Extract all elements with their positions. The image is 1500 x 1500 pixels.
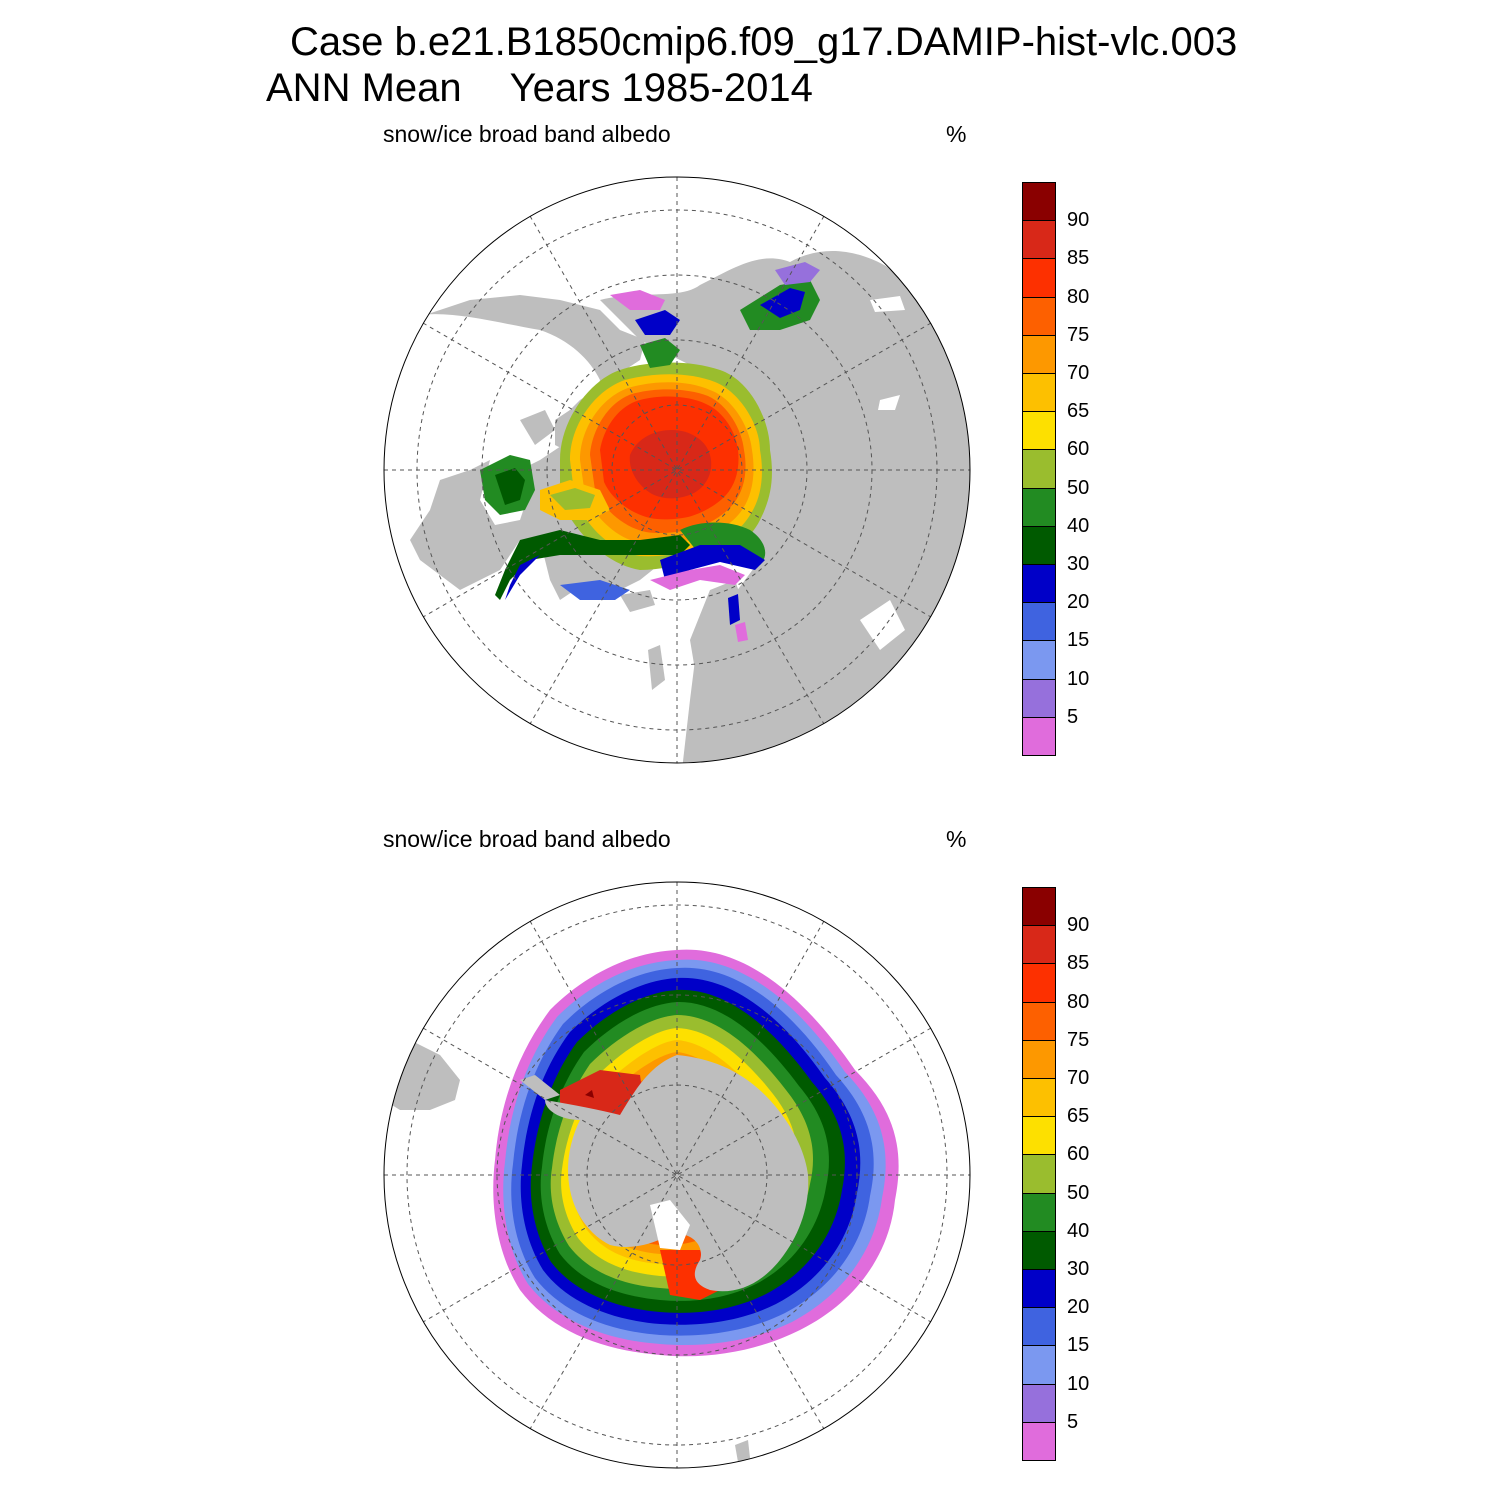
north-panel-units-label: %	[946, 121, 967, 147]
south-graticule	[384, 882, 970, 1468]
north-colorbar-tick-label: 50	[1067, 476, 1090, 499]
south-colorbar-swatch	[1022, 887, 1056, 927]
north-colorbar-swatch	[1022, 373, 1056, 413]
north-colorbar-tick-label: 5	[1067, 705, 1079, 728]
south-colorbar-swatch	[1022, 925, 1056, 965]
south-colorbar-swatch	[1022, 1001, 1056, 1041]
south-panel-variable-label: snow/ice broad band albedo	[383, 826, 671, 852]
south-map-border	[383, 881, 971, 1469]
north-colorbar-tick-label: 30	[1067, 553, 1090, 575]
north-colorbar-tick-label: 10	[1067, 667, 1090, 690]
south-colorbar-tick-label: 50	[1067, 1181, 1090, 1204]
north-colorbar-tick-label: 15	[1067, 629, 1090, 652]
north-colorbar-tick-label: 40	[1067, 514, 1090, 537]
north-colorbar-swatch	[1022, 678, 1056, 718]
south-panel-units-label: %	[946, 826, 967, 852]
north-colorbar-tick-label: 20	[1067, 591, 1090, 614]
north-colorbar-swatch	[1022, 487, 1056, 527]
south-colorbar-swatch	[1022, 1230, 1056, 1270]
south-colorbar-tick-label: 20	[1067, 1296, 1090, 1319]
north-graticule	[384, 177, 970, 763]
south-colorbar-tick-label: 65	[1067, 1105, 1090, 1128]
plot-title-case: Case b.e21.B1850cmip6.f09_g17.DAMIP-hist…	[290, 20, 1238, 64]
north-colorbar-tick-label: 70	[1067, 362, 1090, 384]
north-colorbar-swatch	[1022, 602, 1056, 642]
south-colorbar-swatch	[1022, 1154, 1056, 1194]
north-colorbar-tick-label: 80	[1067, 285, 1090, 308]
north-sea-ice-field	[480, 262, 820, 642]
south-colorbar-tick-label: 60	[1067, 1143, 1090, 1166]
north-colorbar-tick-label: 75	[1067, 323, 1090, 346]
season-label: ANN Mean	[266, 66, 462, 110]
north-colorbar-swatch	[1022, 716, 1056, 756]
plot-title-period: ANN Mean Years 1985-2014	[266, 68, 813, 108]
south-colorbar-swatch	[1022, 963, 1056, 1003]
south-colorbar-swatch	[1022, 1269, 1056, 1309]
north-colorbar-tick-label: 65	[1067, 400, 1090, 423]
north-panel-variable-label: snow/ice broad band albedo	[383, 121, 671, 147]
south-colorbar-tick-label: 30	[1067, 1258, 1090, 1280]
south-colorbar-swatch	[1022, 1421, 1056, 1461]
south-colorbar-tick-label: 85	[1067, 952, 1090, 975]
south-island	[735, 1440, 750, 1462]
north-colorbar-swatch	[1022, 411, 1056, 451]
south-colorbar-swatch	[1022, 1116, 1056, 1156]
north-colorbar-swatch	[1022, 258, 1056, 298]
south-colorbar-tick-label: 40	[1067, 1219, 1090, 1242]
north-colorbar-swatch	[1022, 640, 1056, 680]
south-colorbar-swatch	[1022, 1307, 1056, 1347]
years-label: Years 1985-2014	[509, 66, 813, 110]
south-polar-map	[384, 882, 970, 1468]
north-polar-map	[384, 177, 970, 763]
south-colorbar-swatch	[1022, 1039, 1056, 1079]
north-colorbar-tick-label: 90	[1067, 209, 1090, 232]
south-colorbar-swatch	[1022, 1345, 1056, 1385]
north-map-border	[383, 176, 971, 764]
north-colorbar-swatch	[1022, 220, 1056, 260]
south-colorbar-tick-label: 75	[1067, 1028, 1090, 1051]
north-colorbar-tick-label: 60	[1067, 438, 1090, 461]
north-colorbar-swatch	[1022, 525, 1056, 565]
ross-ice-shelf	[650, 1200, 690, 1250]
south-colorbar-tick-label: 80	[1067, 990, 1090, 1013]
south-colorbar-swatch	[1022, 1078, 1056, 1118]
north-colorbar-swatch	[1022, 449, 1056, 489]
south-colorbar-swatch	[1022, 1192, 1056, 1232]
north-colorbar-tick-label: 85	[1067, 247, 1090, 270]
north-colorbar-swatch	[1022, 182, 1056, 222]
north-colorbar-swatch	[1022, 564, 1056, 604]
south-colorbar-tick-label: 15	[1067, 1334, 1090, 1357]
south-colorbar-tick-label: 5	[1067, 1410, 1079, 1433]
south-colorbar-tick-label: 90	[1067, 914, 1090, 937]
north-colorbar-swatch	[1022, 296, 1056, 336]
south-colorbar-tick-label: 70	[1067, 1067, 1090, 1089]
north-colorbar-swatch	[1022, 334, 1056, 374]
antarctic-peninsula	[520, 1075, 560, 1100]
south-colorbar-tick-label: 10	[1067, 1372, 1090, 1395]
south-colorbar-swatch	[1022, 1383, 1056, 1423]
